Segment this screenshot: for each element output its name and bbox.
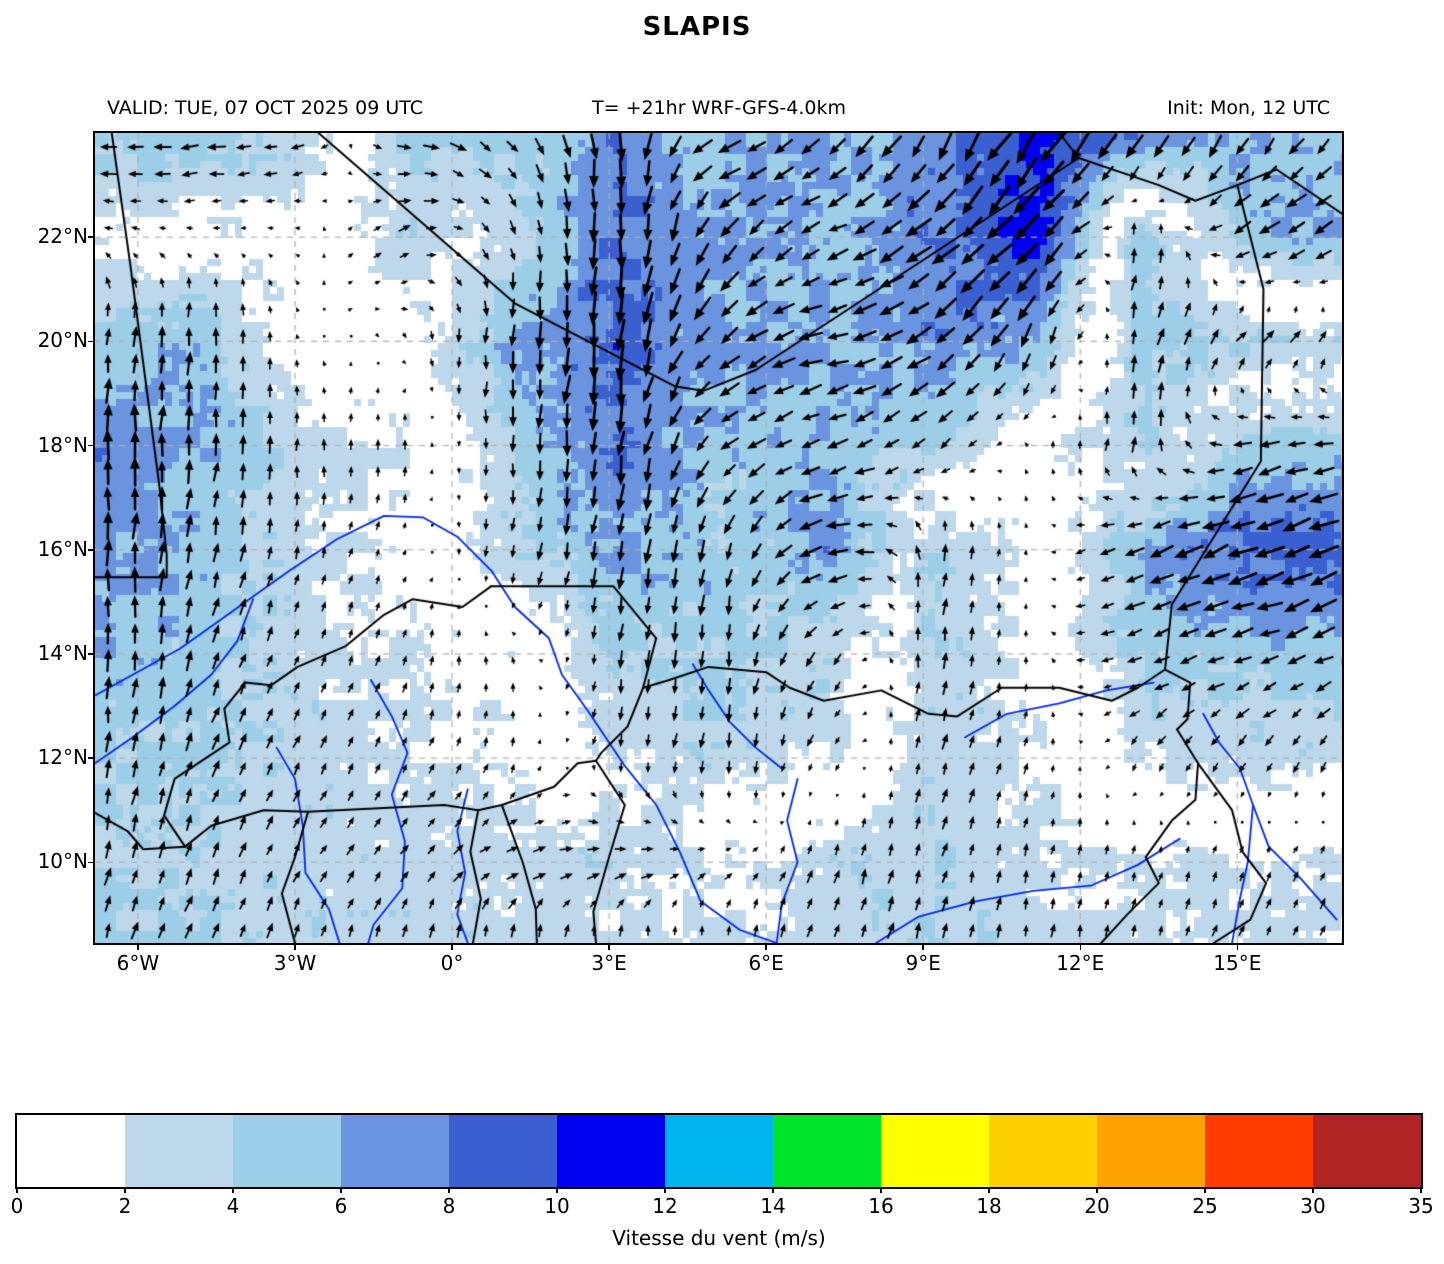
colorbar-tick-label: 16 <box>868 1194 894 1218</box>
y-tick-label: 22°N <box>37 224 88 249</box>
x-tick-mark <box>1236 945 1239 950</box>
y-tick-mark <box>88 236 93 238</box>
x-tick-label: 3°W <box>273 951 317 975</box>
colorbar-segment <box>17 1115 125 1187</box>
x-tick-mark <box>137 945 139 950</box>
colorbar-tick-mark <box>988 1187 990 1193</box>
figure-title: SLAPIS <box>642 12 752 42</box>
colorbar-tick-label: 2 <box>118 1194 132 1218</box>
y-tick-label: 10°N <box>37 849 88 874</box>
colorbar-tick-mark <box>1204 1187 1206 1193</box>
colorbar <box>15 1113 1423 1189</box>
colorbar-tick-mark <box>448 1187 450 1193</box>
colorbar-segment <box>1313 1115 1421 1187</box>
colorbar-segment <box>557 1115 665 1187</box>
colorbar-tick-label: 12 <box>652 1194 678 1218</box>
colorbar-tick-label: 4 <box>226 1194 240 1218</box>
colorbar-tick-mark <box>1096 1187 1098 1193</box>
colorbar-tick-mark <box>1420 1187 1422 1193</box>
y-tick-label: 18°N <box>37 432 88 457</box>
colorbar-tick-label: 30 <box>1300 1194 1326 1218</box>
x-tick-mark <box>451 945 453 950</box>
colorbar-tick-mark <box>16 1187 18 1193</box>
y-tick-mark <box>88 653 93 655</box>
colorbar-segment <box>881 1115 989 1187</box>
x-tick-label: 6°W <box>116 951 160 975</box>
colorbar-segment <box>1097 1115 1205 1187</box>
colorbar-segment <box>449 1115 557 1187</box>
forecast-model-label: T= +21hr WRF-GFS-4.0km <box>592 97 846 119</box>
x-tick-label: 0° <box>440 951 464 975</box>
colorbar-tick-label: 25 <box>1192 1194 1218 1218</box>
colorbar-tick-label: 6 <box>334 1194 348 1218</box>
x-tick-mark <box>608 945 610 950</box>
colorbar-tick-label: 35 <box>1408 1194 1434 1218</box>
colorbar-tick-mark <box>1312 1187 1314 1193</box>
y-tick-label: 12°N <box>37 745 88 770</box>
colorbar-tick-label: 10 <box>544 1194 570 1218</box>
colorbar-tick-mark <box>232 1187 234 1193</box>
colorbar-tick-label: 18 <box>976 1194 1002 1218</box>
colorbar-tick-mark <box>124 1187 126 1193</box>
colorbar-tick-mark <box>772 1187 774 1193</box>
x-tick-label: 3°E <box>591 951 627 975</box>
colorbar-tick-label: 8 <box>442 1194 456 1218</box>
y-tick-label: 16°N <box>37 536 88 561</box>
colorbar-segment <box>233 1115 341 1187</box>
colorbar-label: Vitesse du vent (m/s) <box>612 1226 826 1250</box>
colorbar-segment <box>773 1115 881 1187</box>
init-time-label: Init: Mon, 12 UTC <box>1167 97 1330 119</box>
colorbar-segment <box>341 1115 449 1187</box>
colorbar-segments <box>17 1115 1421 1187</box>
colorbar-tick-label: 20 <box>1084 1194 1110 1218</box>
colorbar-segment <box>989 1115 1097 1187</box>
y-tick-mark <box>88 444 93 447</box>
colorbar-tick-mark <box>556 1187 558 1193</box>
colorbar-tick-label: 14 <box>760 1194 786 1218</box>
y-tick-mark <box>88 757 93 759</box>
colorbar-segment <box>665 1115 773 1187</box>
x-tick-label: 12°E <box>1056 951 1105 975</box>
map-plot-area <box>93 131 1344 945</box>
colorbar-tick-mark <box>664 1187 666 1193</box>
x-tick-mark <box>294 945 296 950</box>
x-tick-mark <box>922 945 924 950</box>
y-tick-mark <box>88 340 93 343</box>
y-tick-label: 14°N <box>37 640 88 665</box>
wind-map-canvas <box>95 133 1342 943</box>
y-tick-label: 20°N <box>37 328 88 353</box>
x-tick-label: 6°E <box>748 951 784 975</box>
x-tick-label: 15°E <box>1213 951 1262 975</box>
colorbar-segment <box>1205 1115 1313 1187</box>
colorbar-tick-label: 0 <box>10 1194 24 1218</box>
colorbar-segment <box>125 1115 233 1187</box>
x-tick-mark <box>765 945 767 950</box>
y-tick-mark <box>88 861 93 864</box>
colorbar-tick-mark <box>880 1187 882 1193</box>
y-tick-mark <box>88 549 93 551</box>
x-tick-label: 9°E <box>905 951 941 975</box>
x-tick-mark <box>1079 945 1082 950</box>
valid-time-label: VALID: TUE, 07 OCT 2025 09 UTC <box>107 97 423 119</box>
colorbar-tick-mark <box>340 1187 342 1193</box>
